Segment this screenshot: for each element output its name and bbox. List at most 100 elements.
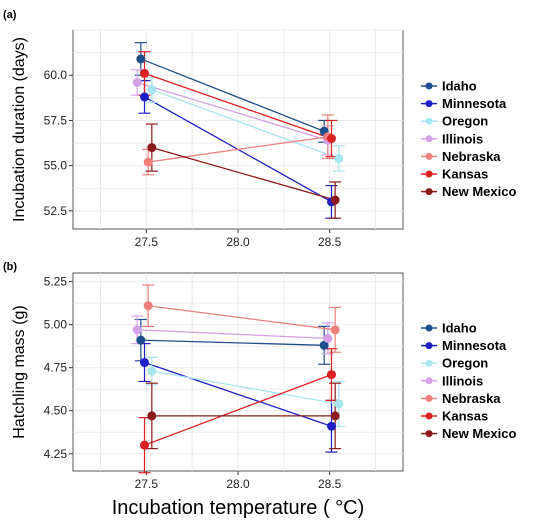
panel-b-grid xyxy=(73,273,403,471)
legend-swatch-dot xyxy=(425,170,433,178)
legend-label: Idaho xyxy=(442,79,477,94)
legend-item: Kansas xyxy=(421,167,488,182)
x-tick-label: 28.0 xyxy=(226,477,250,491)
legend-swatch-dot xyxy=(425,100,433,108)
legend-swatch-dot xyxy=(425,117,433,125)
series-line-kansas xyxy=(144,373,332,446)
data-point-kansas xyxy=(327,370,336,380)
panel-a-label: (a) xyxy=(3,9,17,21)
legend-label: Nebraska xyxy=(442,149,501,164)
series-line-illinois xyxy=(136,81,329,141)
panel-a: (a) 27.5 28.0 28.5 52.5 55.0 57.5 60.0 Incubati… xyxy=(3,9,516,249)
data-point-illinois xyxy=(132,77,142,87)
data-point-illinois xyxy=(323,333,333,343)
legend-label: Kansas xyxy=(442,409,488,424)
legend-swatch-dot xyxy=(425,359,433,367)
y-tick-label: 55.0 xyxy=(44,159,68,173)
series-line-nebraska xyxy=(148,305,336,331)
panel-a-axes: 27.5 28.0 28.5 52.5 55.0 57.5 60.0 Incubation d… xyxy=(11,37,342,249)
data-point-minnesota xyxy=(140,92,149,102)
legend-swatch-dot xyxy=(425,135,433,143)
y-tick-label: 57.5 xyxy=(44,113,68,127)
data-point-nebraska xyxy=(143,157,153,167)
legend-label: New Mexico xyxy=(442,184,516,199)
legend-item: Oregon xyxy=(421,356,488,371)
legend-label: Illinois xyxy=(442,131,483,146)
legend-item: New Mexico xyxy=(421,184,516,199)
series-line-oregon xyxy=(151,89,340,160)
legend-label: New Mexico xyxy=(442,426,516,441)
data-point-oregon xyxy=(334,399,344,409)
legend-item: Idaho xyxy=(421,321,477,336)
data-point-minnesota xyxy=(140,358,149,368)
shared-x-axis-label: Incubation temperature ( °C) xyxy=(112,497,365,519)
panel-a-legend: Idaho Minnesota Oregon Illinois Nebraska Kans… xyxy=(421,79,516,199)
data-point-new-mexico xyxy=(147,143,157,153)
data-point-idaho xyxy=(136,54,146,64)
legend-item: Nebraska xyxy=(421,149,501,164)
legend-item: Illinois xyxy=(421,131,483,146)
data-point-nebraska xyxy=(330,325,340,335)
data-point-minnesota xyxy=(327,421,336,431)
legend-item: Idaho xyxy=(421,79,477,94)
y-tick-label: 5.00 xyxy=(44,318,68,332)
series-line-illinois xyxy=(137,329,328,340)
legend-label: Illinois xyxy=(442,373,483,388)
series-line-oregon xyxy=(151,370,339,405)
panel-b-marks xyxy=(131,284,345,474)
data-point-new-mexico xyxy=(330,195,340,205)
legend-swatch-dot xyxy=(425,152,433,160)
legend-swatch-dot xyxy=(425,412,433,420)
data-point-nebraska xyxy=(143,301,153,311)
legend-item: Kansas xyxy=(421,409,488,424)
y-tick-label: 4.75 xyxy=(44,361,68,375)
panel-b-axes: 27.5 28.0 28.5 4.25 4.50 4.75 5.00 5.25 Hatchlin… xyxy=(11,275,342,491)
legend-label: Idaho xyxy=(442,321,477,336)
panel-a-marks xyxy=(131,42,345,219)
y-tick-label: 4.25 xyxy=(44,447,68,461)
series-line-new-mexico xyxy=(151,146,336,201)
series-line-nebraska xyxy=(148,136,328,163)
legend-item: Minnesota xyxy=(421,96,507,111)
data-point-oregon xyxy=(147,85,157,95)
x-tick-label: 28.5 xyxy=(318,235,342,249)
x-tick-label: 28.5 xyxy=(318,477,342,491)
legend-swatch-dot xyxy=(425,430,433,438)
panel-b: (b) 27.5 28.0 28.5 4.25 4.50 4.75 5.00 5.25 Hatc… xyxy=(3,261,516,491)
legend-swatch-dot xyxy=(425,377,433,385)
legend-label: Minnesota xyxy=(442,96,507,111)
panel-b-label: (b) xyxy=(3,261,17,273)
legend-swatch-dot xyxy=(425,188,433,196)
series-line-idaho xyxy=(140,339,325,346)
data-point-oregon xyxy=(147,366,157,376)
y-tick-label: 4.50 xyxy=(44,404,68,418)
panel-a-grid xyxy=(73,29,403,229)
legend-label: Kansas xyxy=(442,167,488,182)
legend-swatch-dot xyxy=(425,324,433,332)
legend-swatch-dot xyxy=(425,342,433,350)
x-tick-label: 27.5 xyxy=(135,477,159,491)
data-point-new-mexico xyxy=(147,411,157,421)
y-tick-label: 60.0 xyxy=(44,68,68,82)
data-point-illinois xyxy=(132,325,142,335)
legend-item: Illinois xyxy=(421,373,483,388)
panel-b-legend: Idaho Minnesota Oregon Illinois Nebraska Kans… xyxy=(421,321,516,441)
x-tick-label: 28.0 xyxy=(226,235,250,249)
legend-item: New Mexico xyxy=(421,426,516,441)
series-line-kansas xyxy=(144,72,332,140)
y-axis-label: Incubation duration (days) xyxy=(11,37,28,222)
data-point-kansas xyxy=(140,68,149,78)
y-tick-label: 52.5 xyxy=(44,204,68,218)
legend-label: Oregon xyxy=(442,356,488,371)
legend-item: Minnesota xyxy=(421,338,507,353)
legend-swatch-dot xyxy=(425,394,433,402)
series-line-idaho xyxy=(140,58,325,132)
legend-label: Nebraska xyxy=(442,391,501,406)
legend-swatch-dot xyxy=(425,82,433,90)
data-point-idaho xyxy=(319,340,329,350)
legend-label: Minnesota xyxy=(442,338,507,353)
data-point-kansas xyxy=(327,134,336,144)
data-point-kansas xyxy=(140,440,149,450)
x-tick-label: 27.5 xyxy=(135,235,159,249)
